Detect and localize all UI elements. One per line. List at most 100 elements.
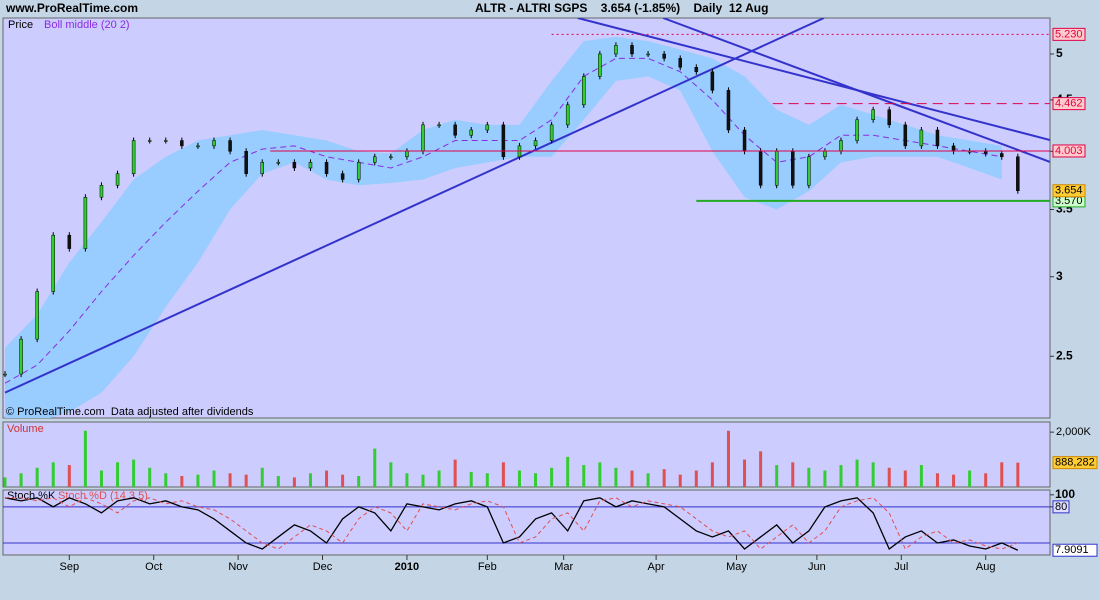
candle-body: [469, 129, 473, 136]
volume-bar: [646, 473, 650, 487]
volume-bar: [694, 470, 698, 487]
candle-body: [147, 140, 152, 142]
volume-bar: [405, 473, 409, 487]
volume-bar: [1016, 462, 1020, 487]
candle-body: [99, 185, 104, 198]
candle-body: [51, 234, 55, 292]
volume-bar: [389, 462, 393, 487]
x-tick-label: May: [726, 561, 747, 573]
candle-body: [260, 162, 264, 174]
last-price-box: [1052, 184, 1086, 198]
chart-title: ALTR - ALTRI SGPS 3.654 (-1.85%) Daily 1…: [475, 1, 768, 15]
volume-bar: [1000, 462, 1004, 487]
volume-bar: [791, 462, 795, 487]
volume-bar: [598, 462, 602, 487]
volume-bar: [116, 462, 120, 487]
candle-body: [67, 234, 72, 249]
candle-body: [228, 140, 232, 152]
stoch-panel: [2, 489, 1051, 556]
candle-body: [678, 58, 682, 68]
candle-body: [389, 156, 393, 159]
candle-body: [598, 53, 602, 77]
stoch-box: [1052, 500, 1070, 514]
candle-body: [308, 162, 313, 169]
volume-bar: [180, 476, 184, 487]
candle-body: [164, 140, 168, 142]
volume-bar: [807, 467, 811, 487]
candle-body: [244, 151, 248, 174]
y-tick-label: 2,000K: [1056, 426, 1092, 438]
candle-body: [3, 373, 7, 376]
candle-body: [131, 140, 136, 174]
candle-body: [19, 338, 23, 375]
candle-body: [453, 124, 457, 136]
candle-body: [903, 124, 908, 147]
level-label: 3.570: [1055, 195, 1083, 207]
volume-bar: [630, 470, 634, 487]
y-tick-label: 2.5: [1056, 348, 1073, 362]
volume-bar: [196, 474, 200, 487]
candle-body: [196, 145, 200, 148]
candle-body: [887, 109, 891, 126]
candle-body: [437, 124, 441, 127]
volume-bar: [968, 470, 972, 487]
volume-bar: [710, 462, 714, 487]
volume-panel: [2, 421, 1051, 488]
candle-body: [582, 76, 586, 106]
y-tick-label: 5: [1056, 46, 1063, 60]
volume-bar: [534, 473, 538, 487]
candle-body: [35, 291, 39, 340]
volume-bar: [67, 465, 71, 487]
volume-bar: [743, 459, 747, 487]
volume-last-box: [1052, 456, 1098, 470]
stoch-line: [5, 497, 1019, 550]
candle-body: [662, 53, 666, 59]
candle-body: [855, 119, 859, 141]
candle-body: [356, 162, 361, 180]
candle-body: [324, 162, 329, 174]
candle-body: [823, 151, 827, 158]
x-tick-label: Apr: [648, 561, 665, 573]
x-tick-label: 2010: [395, 561, 419, 573]
volume-bar: [357, 476, 361, 487]
trendline: [577, 18, 1050, 141]
candle-body: [180, 140, 184, 147]
volume-bar: [99, 470, 103, 487]
volume-last-label: 888,282: [1055, 457, 1095, 469]
candle-body: [340, 173, 345, 180]
legend-price: Price: [8, 19, 33, 31]
bollinger-band: [5, 36, 1002, 418]
volume-bar: [35, 467, 39, 487]
stoch-last-box: [1052, 543, 1098, 557]
x-tick-label: Oct: [145, 561, 162, 573]
volume-bar: [823, 470, 827, 487]
x-tick-label: Dec: [313, 561, 333, 573]
x-tick-label: Feb: [478, 561, 497, 573]
candle-body: [292, 162, 297, 169]
volume-bar: [871, 462, 875, 487]
volume-bar: [726, 430, 730, 487]
volume-label: Volume: [7, 423, 44, 435]
volume-bar: [421, 474, 425, 487]
legend-boll: Boll middle (20 2): [44, 19, 130, 31]
volume-bar: [292, 477, 296, 487]
level-box: [1052, 27, 1086, 41]
volume-bar: [164, 473, 168, 487]
volume-bar: [308, 473, 312, 487]
candle-body: [630, 45, 634, 55]
volume-bar: [132, 459, 136, 487]
volume-bar: [260, 467, 264, 487]
last-price-label: 3.654: [1055, 185, 1083, 197]
candle-body: [742, 129, 747, 152]
candle-body: [212, 140, 216, 147]
volume-bar: [550, 467, 554, 487]
x-tick-label: Jul: [894, 561, 908, 573]
candle-body: [758, 151, 763, 186]
volume-bar: [775, 465, 779, 487]
volume-bar: [228, 473, 232, 487]
candle-body: [373, 156, 377, 163]
volume-bar: [887, 467, 891, 487]
volume-bar: [855, 459, 859, 487]
stoch-line: [4, 497, 1019, 551]
